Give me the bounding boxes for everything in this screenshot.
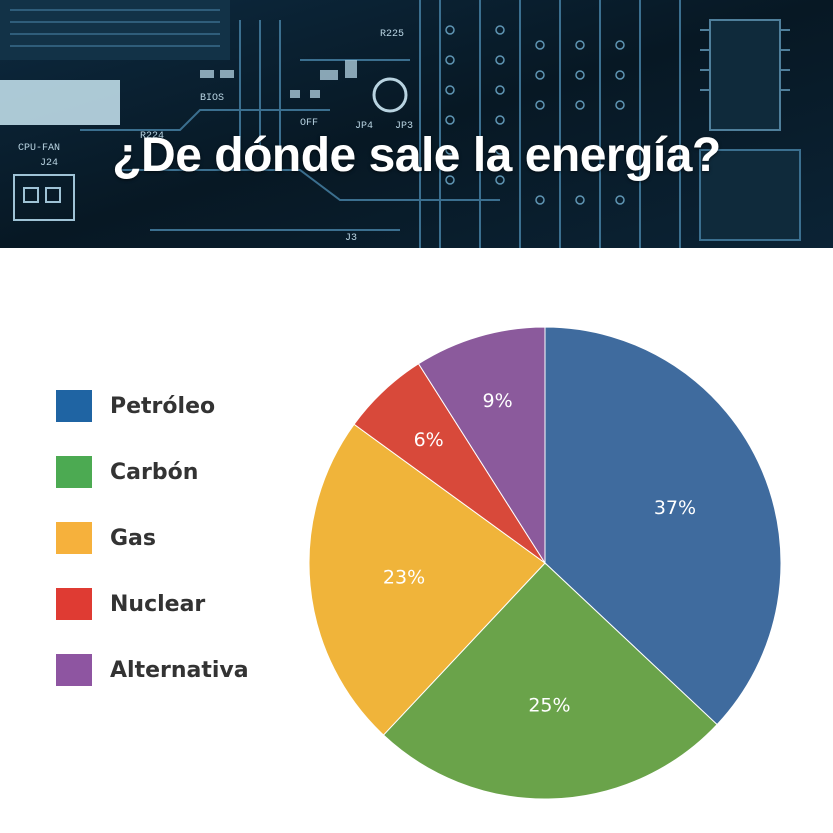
pie-chart-svg: 37% 25% 23% 6% 9% [308, 326, 782, 800]
legend-swatch [56, 390, 92, 422]
slice-label: 23% [383, 566, 425, 588]
legend-label: Nuclear [110, 591, 206, 617]
legend-swatch [56, 654, 92, 686]
board-label: JP3 [395, 121, 413, 132]
board-label: R224 [140, 131, 164, 142]
page-title: ¿De dónde sale la energía? [112, 129, 721, 182]
slice-label: 37% [654, 497, 696, 519]
header-banner: CPU-FAN J24 R225 OFF JP4 JP3 R224 J3 BIO… [0, 0, 833, 248]
legend-label: Petróleo [110, 393, 216, 419]
board-label: J3 [345, 233, 357, 244]
legend-label: Gas [110, 525, 156, 551]
legend-swatch [56, 522, 92, 554]
board-label: OFF [300, 118, 318, 129]
legend-item: Gas [56, 516, 296, 560]
circuit-board-image: CPU-FAN J24 R225 OFF JP4 JP3 R224 J3 BIO… [0, 0, 833, 248]
slice-label: 9% [483, 390, 513, 412]
board-label: R225 [380, 29, 404, 40]
board-label: J24 [40, 158, 58, 169]
legend-item: Petróleo [56, 384, 296, 428]
legend-item: Carbón [56, 450, 296, 494]
legend-item: Nuclear [56, 582, 296, 626]
board-label: CPU-FAN [18, 143, 60, 154]
legend-label: Alternativa [110, 657, 249, 683]
pie-slice [382, 562, 718, 800]
legend-label: Carbón [110, 459, 199, 485]
pie-slice [417, 326, 546, 565]
board-label: BIOS [200, 93, 224, 104]
board-label: JP4 [355, 121, 373, 132]
pie-slice [308, 423, 546, 736]
pie-slice [544, 326, 782, 726]
slice-label: 6% [414, 429, 444, 451]
legend-swatch [56, 456, 92, 488]
slice-label: 25% [528, 695, 570, 717]
legend-swatch [56, 588, 92, 620]
legend-item: Alternativa [56, 648, 296, 692]
chart-legend: Petróleo Carbón Gas Nuclear Alternativa [56, 384, 296, 714]
pie-chart: 37% 25% 23% 6% 9% [300, 318, 800, 818]
